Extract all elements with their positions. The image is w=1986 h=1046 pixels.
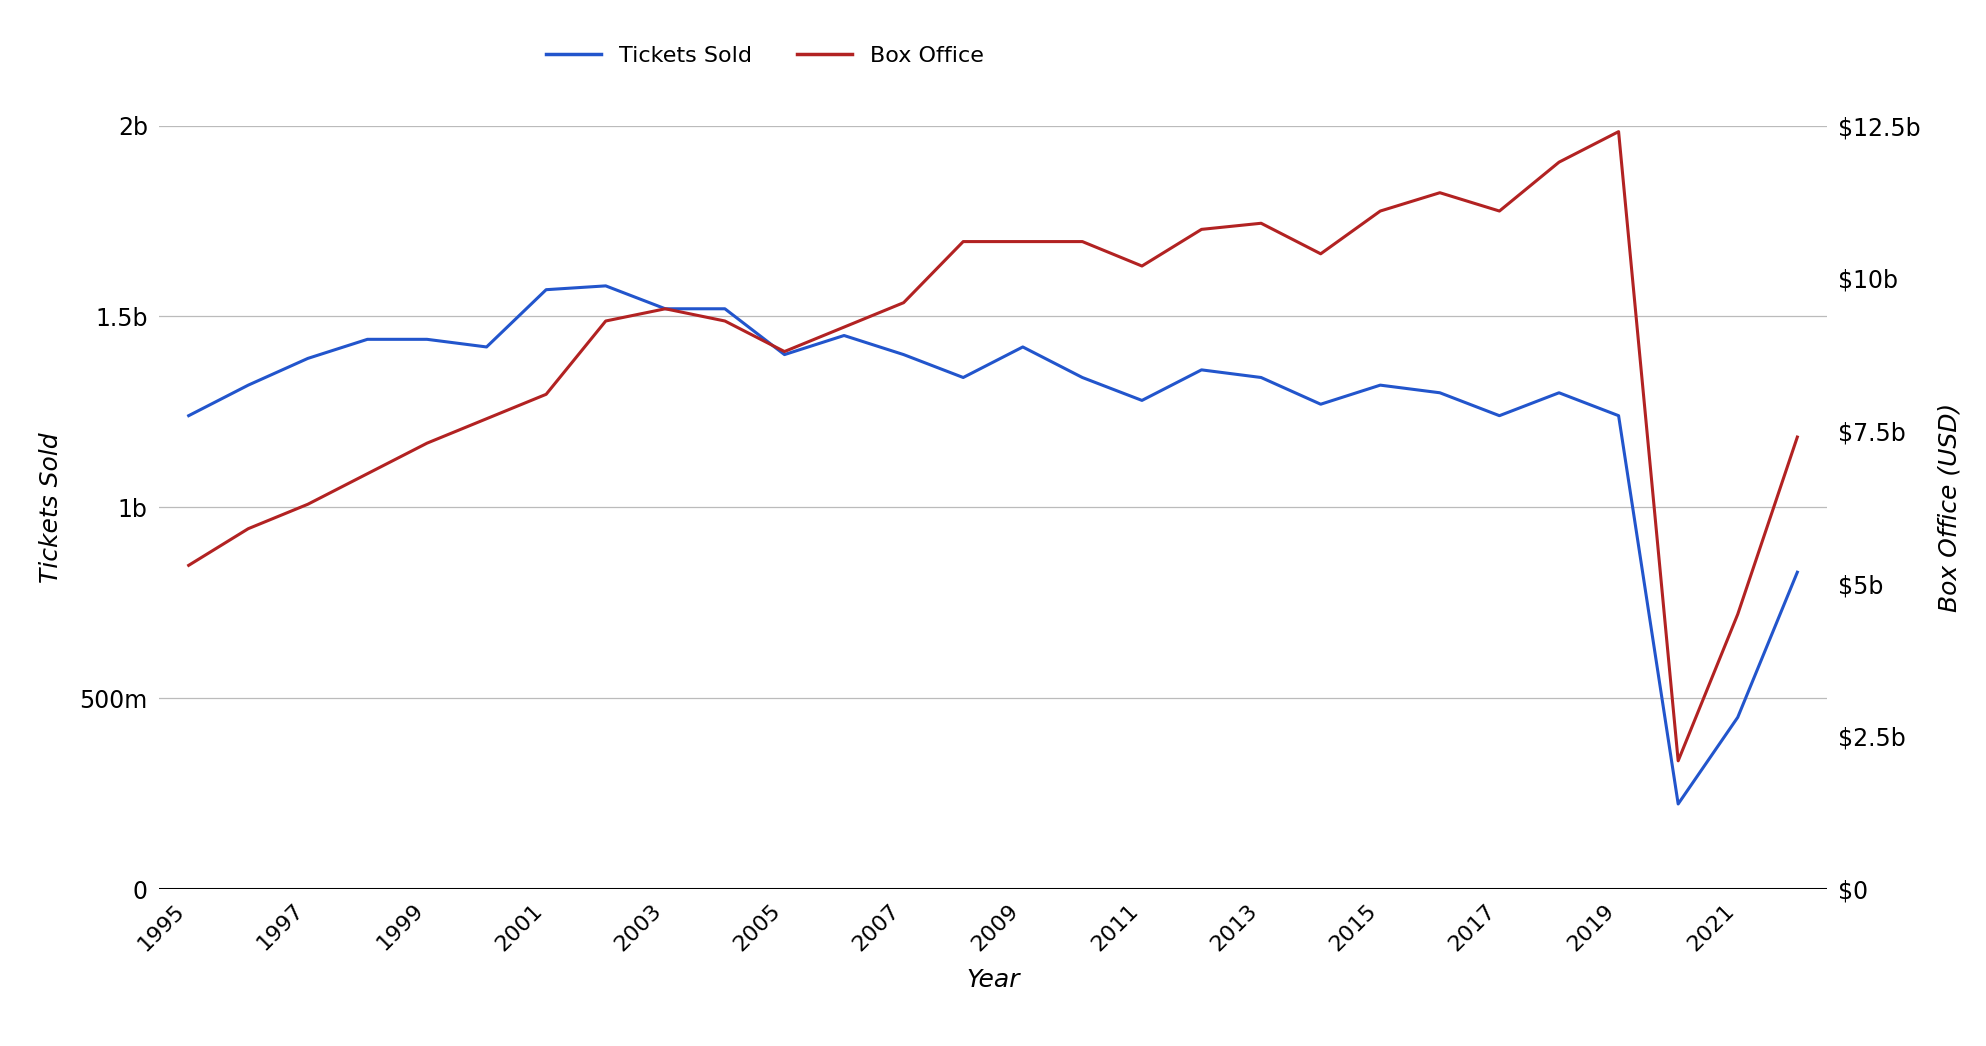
Tickets Sold <box>415 333 439 345</box>
Y-axis label: Box Office (USD): Box Office (USD) <box>1938 403 1962 612</box>
Box Office <box>773 345 796 358</box>
Tickets Sold <box>1011 341 1035 354</box>
Line: Box Office: Box Office <box>189 132 1797 760</box>
Tickets Sold <box>534 283 558 296</box>
Box Office <box>594 315 618 327</box>
Tickets Sold <box>296 353 320 365</box>
Box Office <box>951 235 975 248</box>
Box Office <box>1428 186 1452 199</box>
Tickets Sold <box>1547 386 1571 399</box>
Box Office <box>1547 156 1571 168</box>
Box Office <box>534 388 558 401</box>
Box Office <box>832 321 856 334</box>
Tickets Sold <box>773 348 796 361</box>
Tickets Sold <box>1249 371 1273 384</box>
Box Office <box>713 315 737 327</box>
Tickets Sold <box>832 329 856 342</box>
Box Office <box>1488 205 1511 218</box>
Tickets Sold <box>1726 711 1750 724</box>
Box Office <box>1011 235 1035 248</box>
Tickets Sold <box>1190 364 1213 377</box>
Box Office <box>892 296 916 309</box>
Box Office <box>355 468 379 480</box>
Tickets Sold <box>1070 371 1094 384</box>
Tickets Sold <box>1666 798 1690 811</box>
Box Office <box>1309 248 1333 260</box>
Box Office <box>1249 217 1273 229</box>
Box Office <box>475 412 498 425</box>
Box Office <box>1726 608 1750 620</box>
Box Office <box>1666 754 1690 767</box>
Box Office <box>236 522 260 535</box>
Box Office <box>1368 205 1392 218</box>
Tickets Sold <box>1428 386 1452 399</box>
Tickets Sold <box>594 279 618 292</box>
Tickets Sold <box>653 302 677 315</box>
Legend: Tickets Sold, Box Office: Tickets Sold, Box Office <box>536 38 993 75</box>
Box Office <box>177 559 201 571</box>
Line: Tickets Sold: Tickets Sold <box>189 286 1797 804</box>
Box Office <box>1607 126 1631 138</box>
Tickets Sold <box>1488 409 1511 422</box>
Box Office <box>1070 235 1094 248</box>
X-axis label: Year: Year <box>967 969 1019 993</box>
Tickets Sold <box>355 333 379 345</box>
Tickets Sold <box>1309 397 1333 410</box>
Tickets Sold <box>236 379 260 391</box>
Box Office <box>1785 431 1809 444</box>
Tickets Sold <box>951 371 975 384</box>
Box Office <box>296 498 320 510</box>
Box Office <box>1190 223 1213 235</box>
Box Office <box>415 437 439 450</box>
Box Office <box>653 302 677 315</box>
Y-axis label: Tickets Sold: Tickets Sold <box>40 432 64 583</box>
Tickets Sold <box>1607 409 1631 422</box>
Tickets Sold <box>1368 379 1392 391</box>
Tickets Sold <box>1130 394 1154 407</box>
Tickets Sold <box>892 348 916 361</box>
Tickets Sold <box>177 409 201 422</box>
Tickets Sold <box>475 341 498 354</box>
Tickets Sold <box>713 302 737 315</box>
Tickets Sold <box>1785 566 1809 578</box>
Box Office <box>1130 259 1154 272</box>
